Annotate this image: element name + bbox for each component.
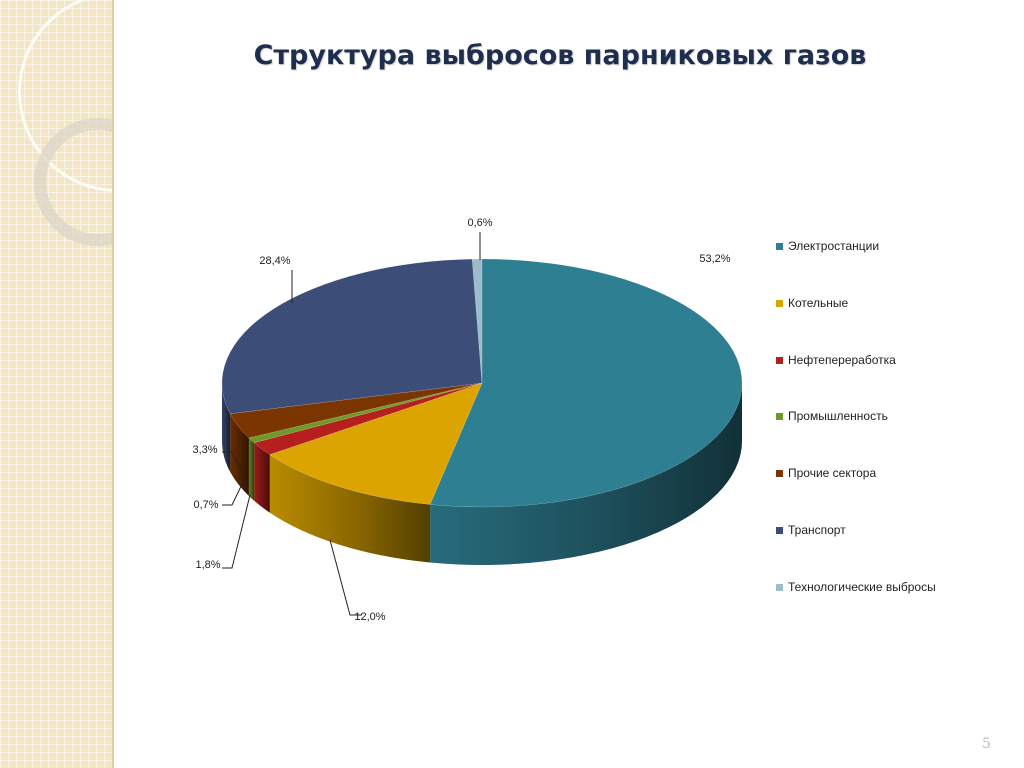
- pie-top-faces: [221, 258, 743, 508]
- legend-swatch: [776, 299, 783, 307]
- pie-side-faces: [222, 383, 742, 565]
- leader-line-1: [329, 539, 362, 616]
- slice-side-3-shade: [248, 437, 255, 501]
- legend-item: Прочие сектора: [776, 465, 1016, 522]
- slice-0: [429, 258, 743, 508]
- data-label-0: 53,2%: [699, 253, 730, 265]
- data-label-6: 0,6%: [467, 217, 492, 229]
- side-panel-edge: [112, 0, 114, 768]
- slice-2: [253, 382, 483, 455]
- decorative-side-panel: [0, 0, 112, 768]
- data-label-2: 1,8%: [195, 559, 220, 571]
- slice-6: [471, 258, 483, 384]
- slice-4: [229, 382, 483, 439]
- legend-swatch: [776, 470, 783, 478]
- data-label-4: 3,3%: [192, 444, 217, 456]
- legend-item: Электростанции: [776, 238, 1016, 295]
- legend-label: Нефтепереработка: [788, 352, 896, 367]
- slice-side-1-shade: [269, 454, 431, 563]
- data-label-5: 28,4%: [259, 255, 290, 267]
- legend-item: Нефтепереработка: [776, 352, 1016, 409]
- slice-5: [221, 258, 483, 415]
- legend-item: Котельные: [776, 295, 1016, 352]
- legend-item: Промышленность: [776, 408, 1016, 465]
- legend-item: Технологические выбросы: [776, 579, 1016, 636]
- slice-side-4-shade: [230, 413, 249, 496]
- leader-line-3: [222, 479, 245, 506]
- slice-1: [269, 382, 483, 505]
- legend-swatch: [776, 583, 783, 591]
- legend-swatch: [776, 413, 783, 421]
- legend-label: Электростанции: [788, 239, 880, 253]
- legend-item: Транспорт: [776, 522, 1016, 579]
- data-labels: 53,2% 12,0% 1,8% 0,7% 3,3% 28,4% 0,6%: [192, 217, 730, 623]
- legend-swatch: [776, 243, 783, 250]
- page-number: 5: [982, 736, 991, 752]
- legend-label: Транспорт: [788, 522, 846, 537]
- legend-swatch: [776, 526, 783, 534]
- leader-line-4: [222, 451, 245, 476]
- slice-side-5-shade: [222, 383, 231, 472]
- data-label-1: 12,0%: [354, 611, 385, 623]
- slide-title: Структура выбросов парниковых газов: [253, 40, 867, 71]
- slice-side-2-shade: [254, 442, 270, 513]
- slice-side-0-shade: [430, 383, 742, 565]
- legend-label: Прочие сектора: [788, 466, 877, 481]
- legend-label: Промышленность: [788, 409, 888, 424]
- legend-label: Котельные: [788, 295, 849, 310]
- leader-lines: [222, 232, 481, 616]
- leader-line-2: [222, 494, 251, 569]
- legend-label: Технологические выбросы: [788, 579, 936, 594]
- data-label-3: 0,7%: [193, 499, 218, 511]
- slice-3: [248, 382, 483, 444]
- legend-swatch: [776, 356, 783, 364]
- chart-legend: Электростанции Котельные Нефтепереработка П…: [776, 238, 1016, 636]
